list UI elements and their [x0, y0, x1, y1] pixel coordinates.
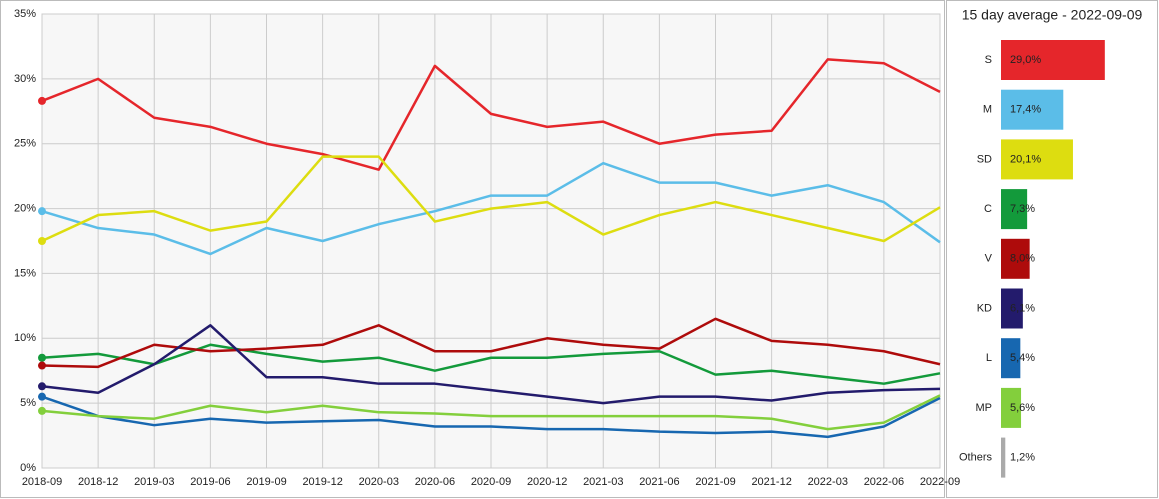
x-tick-label: 2022-06 — [864, 476, 904, 488]
category-label: C — [984, 203, 992, 215]
series-line — [41, 395, 941, 439]
x-tick-label: 2021-06 — [639, 476, 679, 488]
start-dot — [38, 406, 46, 415]
x-tick-label: 2022-09 — [920, 476, 960, 488]
bar — [1001, 338, 1021, 379]
y-tick-label: 25% — [14, 138, 36, 150]
y-tick-label: 15% — [14, 267, 36, 279]
category-label: S — [985, 54, 992, 66]
series-line — [41, 394, 941, 431]
value-label: 20,1% — [1010, 153, 1041, 165]
start-dot — [38, 361, 46, 370]
category-label: KD — [977, 302, 992, 314]
bar — [1001, 288, 1023, 329]
x-tick-label: 2020-09 — [471, 476, 511, 488]
bar — [1001, 139, 1073, 180]
start-dot — [38, 392, 46, 401]
value-label: 29,0% — [1010, 54, 1041, 66]
value-label: 1,2% — [1010, 452, 1035, 464]
series-line — [41, 155, 941, 243]
series-line — [41, 317, 941, 369]
value-label: 8,0% — [1010, 253, 1035, 265]
series-line — [41, 343, 941, 385]
x-tick-label: 2019-09 — [246, 476, 286, 488]
series-line — [41, 161, 941, 256]
y-tick-label: 0% — [20, 462, 36, 474]
category-label: V — [985, 253, 993, 265]
x-tick-label: 2018-09 — [22, 476, 62, 488]
bar — [1001, 238, 1030, 279]
bar — [1001, 387, 1022, 428]
y-tick-label: 20% — [14, 202, 36, 214]
bar — [1001, 89, 1064, 130]
x-tick-label: 2021-09 — [695, 476, 735, 488]
start-dot — [38, 382, 46, 391]
series-line — [41, 324, 941, 405]
bar — [1001, 437, 1006, 478]
x-tick-label: 2019-06 — [190, 476, 230, 488]
x-tick-label: 2020-06 — [415, 476, 455, 488]
x-tick-label: 2021-03 — [583, 476, 623, 488]
value-label: 5,4% — [1010, 352, 1035, 364]
value-label: 7,3% — [1010, 203, 1035, 215]
x-tick-label: 2022-03 — [808, 476, 848, 488]
series-line — [41, 58, 941, 171]
y-tick-label: 30% — [14, 73, 36, 85]
category-label: SD — [977, 153, 992, 165]
category-label: MP — [976, 402, 993, 414]
y-tick-label: 10% — [14, 332, 36, 344]
category-label: Others — [959, 452, 993, 464]
bar — [1001, 40, 1105, 80]
value-label: 17,4% — [1010, 104, 1041, 116]
start-dot — [38, 237, 46, 245]
bar — [1001, 189, 1028, 230]
x-tick-label: 2019-03 — [134, 476, 174, 488]
x-tick-label: 2018-12 — [78, 476, 118, 488]
start-dot — [38, 96, 46, 105]
category-label: L — [986, 352, 992, 364]
bar-title: 15 day average - 2022-09-09 — [962, 7, 1143, 23]
y-tick-label: 5% — [20, 397, 36, 409]
category-label: M — [983, 104, 992, 116]
bar-panel — [946, 0, 1158, 498]
x-tick-label: 2020-03 — [359, 476, 399, 488]
x-tick-label: 2019-12 — [302, 476, 342, 488]
x-tick-label: 2021-12 — [751, 476, 791, 488]
value-label: 6,1% — [1010, 302, 1035, 314]
x-tick-label: 2020-12 — [527, 476, 567, 488]
start-dot — [38, 207, 46, 216]
start-dot — [38, 353, 46, 362]
value-label: 5,6% — [1010, 402, 1035, 414]
y-tick-label: 35% — [14, 8, 36, 20]
